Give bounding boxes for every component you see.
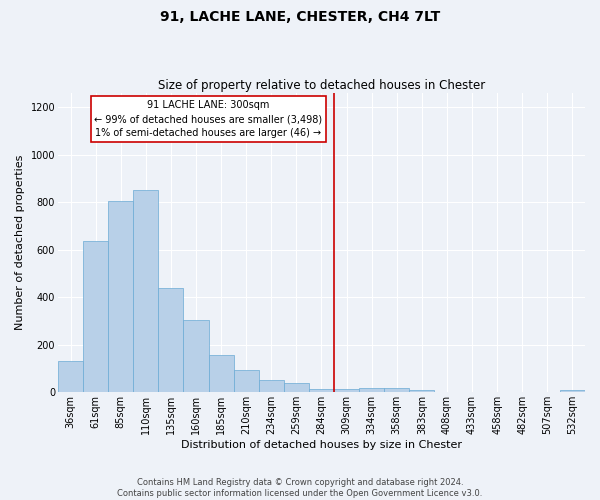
Bar <box>184 320 209 392</box>
Bar <box>58 362 83 392</box>
Bar <box>108 201 133 392</box>
X-axis label: Distribution of detached houses by size in Chester: Distribution of detached houses by size … <box>181 440 462 450</box>
Text: 91 LACHE LANE: 300sqm
← 99% of detached houses are smaller (3,498)
1% of semi-de: 91 LACHE LANE: 300sqm ← 99% of detached … <box>94 100 323 138</box>
Bar <box>334 388 359 392</box>
Bar <box>209 355 233 393</box>
Bar <box>83 241 108 392</box>
Bar <box>133 190 158 392</box>
Y-axis label: Number of detached properties: Number of detached properties <box>15 155 25 330</box>
Text: 91, LACHE LANE, CHESTER, CH4 7LT: 91, LACHE LANE, CHESTER, CH4 7LT <box>160 10 440 24</box>
Bar <box>259 380 284 392</box>
Bar <box>560 390 585 392</box>
Bar <box>158 288 184 393</box>
Bar <box>233 370 259 392</box>
Bar <box>359 388 384 392</box>
Bar <box>284 384 309 392</box>
Bar <box>409 390 434 392</box>
Bar <box>309 389 334 392</box>
Title: Size of property relative to detached houses in Chester: Size of property relative to detached ho… <box>158 79 485 92</box>
Text: Contains HM Land Registry data © Crown copyright and database right 2024.
Contai: Contains HM Land Registry data © Crown c… <box>118 478 482 498</box>
Bar <box>384 388 409 392</box>
